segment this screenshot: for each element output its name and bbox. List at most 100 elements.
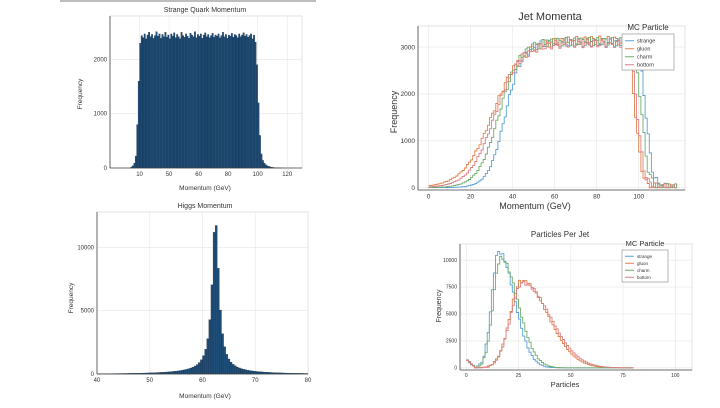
histogram-bar xyxy=(228,359,230,374)
histogram-bar xyxy=(196,38,197,168)
histogram-bar xyxy=(207,339,209,374)
histogram-bar xyxy=(221,36,222,168)
histogram-bar xyxy=(234,34,235,168)
histogram-bar xyxy=(232,364,234,374)
histogram-bar xyxy=(138,81,139,168)
histogram-bar xyxy=(135,156,136,168)
x-tick-label: 120 xyxy=(282,172,293,178)
histogram-bar xyxy=(145,39,146,168)
legend-title: MC Particle xyxy=(627,23,669,32)
histogram-bar xyxy=(224,37,225,168)
histogram-bar xyxy=(178,37,179,168)
histogram-bar xyxy=(246,34,247,168)
strange-quark-svg: Strange Quark Momentum Momentum (GeV) Fr… xyxy=(60,2,320,197)
x-tick-label: 40 xyxy=(94,378,101,384)
histogram-bar xyxy=(159,34,160,168)
y-tick-label: 1000 xyxy=(401,138,416,145)
x-tick-label: 25 xyxy=(516,373,522,379)
histogram-bar xyxy=(134,163,135,168)
x-tick-label: 10 xyxy=(136,172,143,178)
histogram-bar xyxy=(162,34,163,168)
legend-label-strange: strange xyxy=(637,39,655,45)
histogram-bar xyxy=(243,33,244,168)
histogram-bar xyxy=(203,356,205,374)
histogram-bar xyxy=(184,370,186,374)
y-tick-label: 7500 xyxy=(446,285,457,291)
histogram-bar xyxy=(265,165,266,168)
histogram-bar xyxy=(211,285,213,374)
x-axis-label: Momentum (GeV) xyxy=(179,393,231,400)
histogram-bar xyxy=(200,34,201,168)
histogram-bar xyxy=(165,32,166,168)
histogram-bar xyxy=(249,36,250,168)
histogram-bar xyxy=(238,368,240,374)
histogram-bar xyxy=(190,33,191,168)
histogram-bar xyxy=(230,36,231,168)
histogram-bar xyxy=(236,36,237,168)
x-tick-label: 60 xyxy=(199,378,206,384)
histogram-bar xyxy=(219,310,221,374)
y-tick-label: 10000 xyxy=(77,245,94,251)
histogram-bar xyxy=(150,37,151,168)
y-tick-label: 1000 xyxy=(94,112,108,118)
histogram-bar xyxy=(197,34,198,168)
histogram-bar xyxy=(247,370,249,374)
histogram-bar xyxy=(157,36,158,168)
histogram-bar xyxy=(206,37,207,168)
legend-label-gluon: gluon xyxy=(637,47,650,53)
histogram-bar xyxy=(186,369,188,374)
histogram-bar xyxy=(199,36,200,168)
x-axis-label: Momentum (GeV) xyxy=(499,201,571,211)
y-tick-label: 0 xyxy=(104,166,108,172)
histogram-bar xyxy=(174,33,175,168)
histogram-bar xyxy=(237,38,238,168)
y-axis-label: Frequency xyxy=(389,90,399,133)
y-tick-label: 3000 xyxy=(401,44,416,51)
higgs-momentum-chart: Higgs Momentum Momentum (GeV) Frequency … xyxy=(60,198,320,403)
histogram-bar xyxy=(198,363,200,374)
histogram-bar xyxy=(142,38,143,168)
histogram-bar xyxy=(253,35,254,168)
legend-label-bottom: bottom xyxy=(637,63,654,69)
histogram-bar xyxy=(233,37,234,168)
histogram-bar xyxy=(256,65,257,168)
x-tick-label: 0 xyxy=(465,373,468,379)
histogram-bar xyxy=(221,334,223,374)
histogram-bar xyxy=(261,154,262,168)
x-tick-label: 50 xyxy=(146,378,153,384)
y-tick-label: 10000 xyxy=(443,258,457,264)
histogram-bar xyxy=(240,37,241,168)
histogram-bar xyxy=(190,368,192,374)
x-tick-label: 80 xyxy=(305,378,312,384)
histogram-bar xyxy=(151,34,152,168)
histogram-bar xyxy=(215,35,216,168)
y-axis-label: Frequency xyxy=(77,78,84,109)
histogram-bar xyxy=(243,369,245,374)
histogram-bar xyxy=(218,34,219,168)
legend-label-charm: charm xyxy=(637,268,650,273)
histogram-bar xyxy=(203,35,204,168)
x-tick-label: 100 xyxy=(671,373,680,379)
histogram-bar xyxy=(147,35,148,168)
histogram-bar xyxy=(154,36,155,168)
histogram-bar xyxy=(160,38,161,168)
y-tick-label: 5000 xyxy=(446,312,457,318)
histogram-bar xyxy=(194,366,196,374)
histogram-bar xyxy=(213,37,214,168)
histogram-bar xyxy=(244,36,245,168)
histogram-bar xyxy=(253,371,255,374)
histogram-bar xyxy=(169,39,170,168)
histogram-bar xyxy=(191,35,192,168)
histogram-bar xyxy=(231,33,232,168)
histogram-bar xyxy=(227,38,228,168)
histogram-bar xyxy=(252,39,253,168)
histogram-bar xyxy=(207,34,208,168)
histogram-bar xyxy=(182,36,183,168)
higgs-svg: Higgs Momentum Momentum (GeV) Frequency … xyxy=(60,198,320,403)
histogram-bar xyxy=(193,37,194,168)
y-tick-label: 5000 xyxy=(81,309,95,315)
histogram-bar xyxy=(176,34,177,168)
